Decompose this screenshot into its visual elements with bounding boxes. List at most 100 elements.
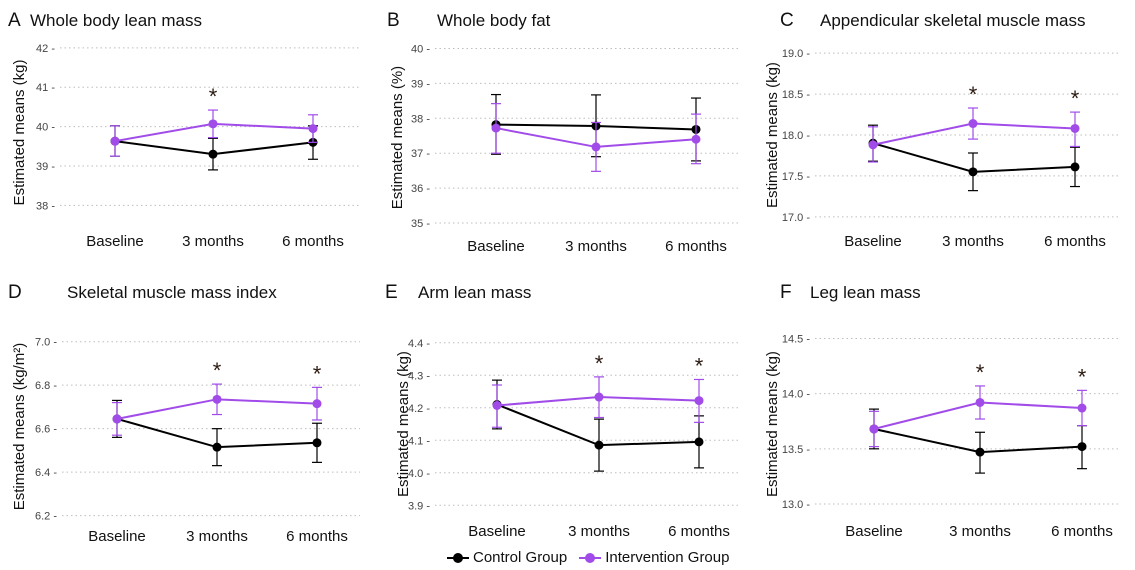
panel-b-point-intervention <box>491 123 501 133</box>
panel-a-series-intervention <box>110 109 318 157</box>
panel-b-x-tick-label: 6 months <box>665 238 727 255</box>
panel-e-letter: E <box>385 282 398 303</box>
panel-c-x-tick-label: 3 months <box>942 233 1004 250</box>
panel-f-point-intervention <box>1077 403 1087 413</box>
panel-d-x-tick-label: 3 months <box>186 528 248 545</box>
panel-c-y-tick-label: 18.0 - <box>782 130 810 142</box>
panel-f-x-tick-label: 3 months <box>949 523 1011 540</box>
panel-b-y-tick-label: 40 - <box>411 43 430 55</box>
panel-e: E Arm lean mass Estimated means (kg) 3.9 - 4… <box>385 282 740 540</box>
panel-a-y-tick-label: 40 - <box>36 122 55 134</box>
panel-a-significance-marker: * <box>209 84 218 109</box>
panel-c-point-control <box>968 167 978 177</box>
panel-a-point-intervention <box>110 136 120 146</box>
panel-a: A Whole body lean mass Estimated means (kg… <box>8 10 360 250</box>
panel-e-y-tick-label: 4.3 - <box>408 370 430 382</box>
panel-d-y-tick-label: 7.0 - <box>35 337 57 349</box>
panel-b-y-tick-label: 38 - <box>411 113 430 125</box>
panel-b: B Whole body fat Estimated means (%) 35 - 36… <box>387 10 740 255</box>
panel-f-letter: F <box>780 282 792 303</box>
panel-e-significance-marker: * <box>695 353 704 378</box>
panel-d-significance-marker: * <box>213 358 222 383</box>
panel-c-point-intervention <box>968 119 978 129</box>
panel-f-significance-marker: * <box>976 360 985 385</box>
panel-b-series-intervention <box>491 103 701 172</box>
panel-c-y-tick-label: 18.5 - <box>782 89 810 101</box>
panel-f-point-intervention <box>869 424 879 434</box>
panel-f-y-axis-label: Estimated means (kg) <box>764 351 781 497</box>
panel-e-y-tick-label: 4.0 - <box>408 468 430 480</box>
panel-d-y-tick-label: 6.2 - <box>35 511 57 523</box>
panel-f-x-tick-label: Baseline <box>845 523 903 540</box>
panel-a-point-intervention <box>308 124 318 134</box>
legend-dot-intervention <box>585 552 596 563</box>
panel-f-point-intervention <box>975 397 985 407</box>
panel-c-x-tick-label: 6 months <box>1044 233 1106 250</box>
panel-f-y-tick-label: 13.5 - <box>782 444 810 456</box>
panel-e-x-tick-label: 3 months <box>568 523 630 540</box>
panel-c: C Appendicular skeletal muscle mass Estima… <box>764 10 1118 250</box>
panel-c-y-tick-label: 19.0 - <box>782 48 810 60</box>
panel-a-y-tick-label: 38 - <box>36 200 55 212</box>
panel-a-x-tick-label: 3 months <box>182 233 244 250</box>
panel-a-series-control <box>110 125 318 171</box>
panel-f-point-control <box>975 447 985 457</box>
legend-item-control: Control Group <box>447 549 567 566</box>
panel-b-title: Whole body fat <box>437 11 551 30</box>
panel-d: D Skeletal muscle mass index Estimated mea… <box>8 282 360 545</box>
panel-c-point-control <box>1070 162 1080 172</box>
panel-c-significance-marker: * <box>969 82 978 107</box>
panel-d-y-tick-label: 6.4 - <box>35 467 57 479</box>
panel-b-point-intervention <box>591 142 601 152</box>
panel-e-title: Arm lean mass <box>418 283 531 302</box>
panel-a-y-tick-label: 41 - <box>36 82 55 94</box>
panel-e-x-tick-label: 6 months <box>668 523 730 540</box>
panel-e-significance-marker: * <box>595 351 604 376</box>
panel-b-letter: B <box>387 10 400 31</box>
panel-a-letter: A <box>8 10 21 31</box>
panel-d-point-intervention <box>112 414 122 424</box>
panel-c-y-tick-label: 17.0 - <box>782 212 810 224</box>
legend-dot-control <box>453 552 463 563</box>
panel-e-point-control <box>694 437 704 447</box>
panel-e-x-tick-label: Baseline <box>468 523 526 540</box>
legend-label-intervention: Intervention Group <box>605 549 730 566</box>
panel-a-point-intervention <box>208 119 218 129</box>
legend-item-intervention: Intervention Group <box>579 549 729 566</box>
panel-e-y-tick-label: 4.1 - <box>408 435 430 447</box>
panel-e-point-intervention <box>594 392 604 402</box>
panel-c-y-axis-label: Estimated means (kg) <box>764 62 781 208</box>
panel-c-x-tick-label: Baseline <box>844 233 902 250</box>
panel-f-y-tick-label: 13.0 - <box>782 499 810 511</box>
panel-c-y-tick-label: 17.5 - <box>782 171 810 183</box>
panel-f-point-control <box>1077 442 1087 452</box>
panel-d-y-tick-label: 6.6 - <box>35 424 57 436</box>
panel-d-point-intervention <box>212 394 222 404</box>
panel-d-letter: D <box>8 282 22 303</box>
panel-b-y-tick-label: 37 - <box>411 148 430 160</box>
panel-e-y-axis-label: Estimated means (kg) <box>395 351 412 497</box>
panel-f-significance-marker: * <box>1078 364 1087 389</box>
panel-d-significance-marker: * <box>313 361 322 386</box>
panel-d-x-tick-label: Baseline <box>88 528 146 545</box>
panel-d-point-intervention <box>312 399 322 409</box>
panel-c-title: Appendicular skeletal muscle mass <box>820 11 1086 30</box>
panel-c-point-intervention <box>868 140 878 150</box>
panel-a-y-tick-label: 42 - <box>36 43 55 55</box>
panel-f: F Leg lean mass Estimated means (kg)13.0 -… <box>764 282 1118 540</box>
panel-d-series-intervention <box>112 383 322 436</box>
panel-f-x-tick-label: 6 months <box>1051 523 1113 540</box>
panel-e-point-intervention <box>694 396 704 406</box>
panel-c-point-intervention <box>1070 123 1080 133</box>
panel-d-x-tick-label: 6 months <box>286 528 348 545</box>
panel-e-point-control <box>594 440 604 450</box>
panel-e-y-tick-label: 4.4 - <box>408 338 430 350</box>
panel-c-series-intervention <box>868 107 1080 163</box>
legend-swatch-intervention <box>579 552 602 564</box>
panel-b-y-axis-label: Estimated means (%) <box>389 66 406 209</box>
panel-c-letter: C <box>780 10 794 31</box>
panel-f-title: Leg lean mass <box>810 283 921 302</box>
panel-e-y-tick-label: 4.2 - <box>408 403 430 415</box>
panel-e-series-intervention <box>492 376 704 428</box>
